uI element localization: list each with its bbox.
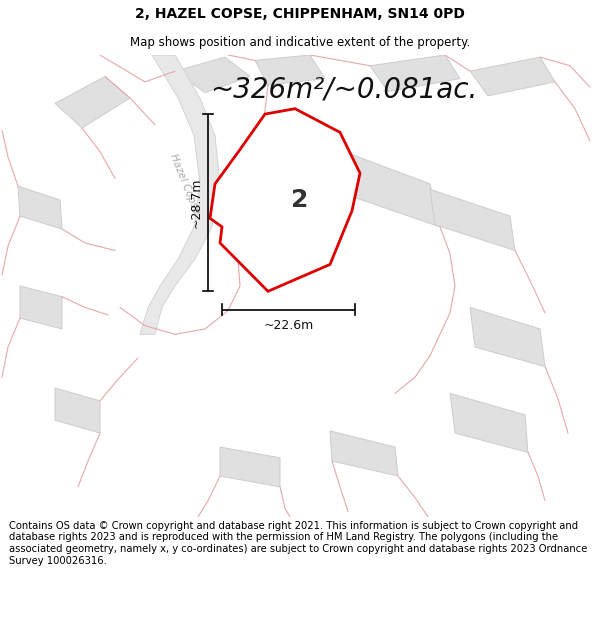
- Polygon shape: [175, 57, 250, 92]
- Polygon shape: [140, 55, 220, 334]
- Polygon shape: [18, 186, 62, 229]
- Polygon shape: [20, 286, 62, 329]
- Polygon shape: [210, 109, 360, 291]
- Polygon shape: [255, 55, 325, 85]
- Text: ~28.7m: ~28.7m: [190, 177, 203, 228]
- Text: Contains OS data © Crown copyright and database right 2021. This information is : Contains OS data © Crown copyright and d…: [9, 521, 587, 566]
- Polygon shape: [55, 388, 100, 433]
- Polygon shape: [330, 146, 440, 227]
- Text: ~22.6m: ~22.6m: [263, 319, 314, 332]
- Text: 2: 2: [292, 188, 308, 212]
- Text: Hazel Copse: Hazel Copse: [169, 152, 202, 216]
- Text: 2, HAZEL COPSE, CHIPPENHAM, SN14 0PD: 2, HAZEL COPSE, CHIPPENHAM, SN14 0PD: [135, 7, 465, 21]
- Polygon shape: [370, 55, 460, 91]
- Polygon shape: [430, 189, 515, 251]
- Text: Map shows position and indicative extent of the property.: Map shows position and indicative extent…: [130, 36, 470, 49]
- Polygon shape: [470, 308, 545, 366]
- Polygon shape: [220, 447, 280, 487]
- Polygon shape: [470, 57, 555, 96]
- Text: ~326m²/~0.081ac.: ~326m²/~0.081ac.: [210, 76, 478, 103]
- Polygon shape: [55, 76, 130, 128]
- Polygon shape: [330, 431, 398, 476]
- Polygon shape: [450, 393, 528, 452]
